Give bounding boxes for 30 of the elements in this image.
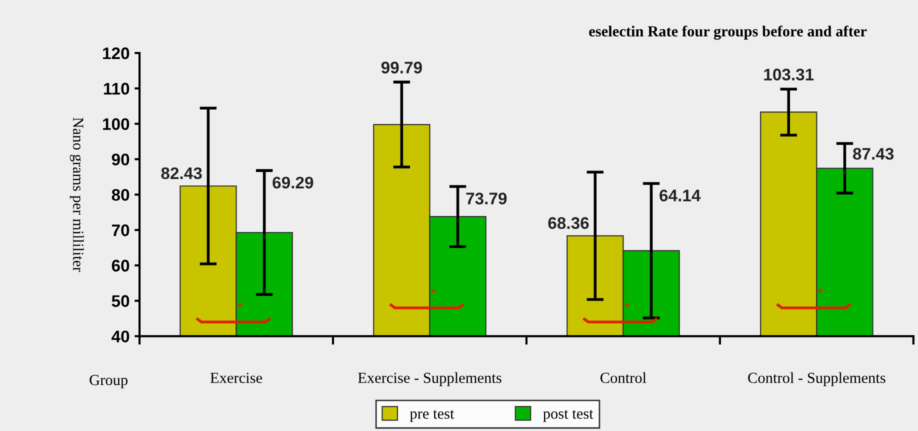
- annotation: *: [624, 302, 630, 308]
- x-tick-label: Control: [600, 372, 646, 384]
- data-label: 103.31: [764, 68, 814, 80]
- y-tick-label: 50: [112, 295, 130, 307]
- annotation: *: [431, 288, 436, 294]
- data-label: 64.14: [660, 190, 701, 202]
- data-label: 68.36: [548, 217, 589, 229]
- y-tick-label: 60: [112, 260, 130, 272]
- x-tick-label: Control - Supplements: [748, 372, 886, 386]
- y-tick-label: 40: [112, 330, 130, 342]
- y-tick-label: 100: [103, 118, 130, 130]
- chart-title: eselectin Rate four groups before and after: [589, 26, 867, 40]
- legend-label: pre test: [410, 410, 454, 422]
- data-label: 99.79: [381, 62, 422, 74]
- y-tick-label: 90: [112, 154, 130, 166]
- y-tick-label: 80: [112, 189, 130, 201]
- y-tick-label: 110: [104, 82, 130, 95]
- y-tick-label: 70: [112, 224, 130, 236]
- y-axis-title: Nano grams per milliliter: [70, 118, 84, 272]
- x-tick-label: Exercise: [210, 372, 262, 384]
- data-label: 82.43: [161, 167, 202, 180]
- annotation: *: [238, 302, 243, 308]
- legend-label: post test: [543, 410, 594, 422]
- annotation: *: [818, 288, 824, 294]
- y-tick-label: 120: [103, 47, 130, 60]
- data-label: 87.43: [852, 148, 894, 160]
- data-label: 73.79: [466, 192, 507, 204]
- data-label: 69.29: [272, 176, 314, 189]
- x-axis-title: Group: [90, 374, 128, 388]
- x-tick-label: Exercise - Supplements: [358, 372, 502, 386]
